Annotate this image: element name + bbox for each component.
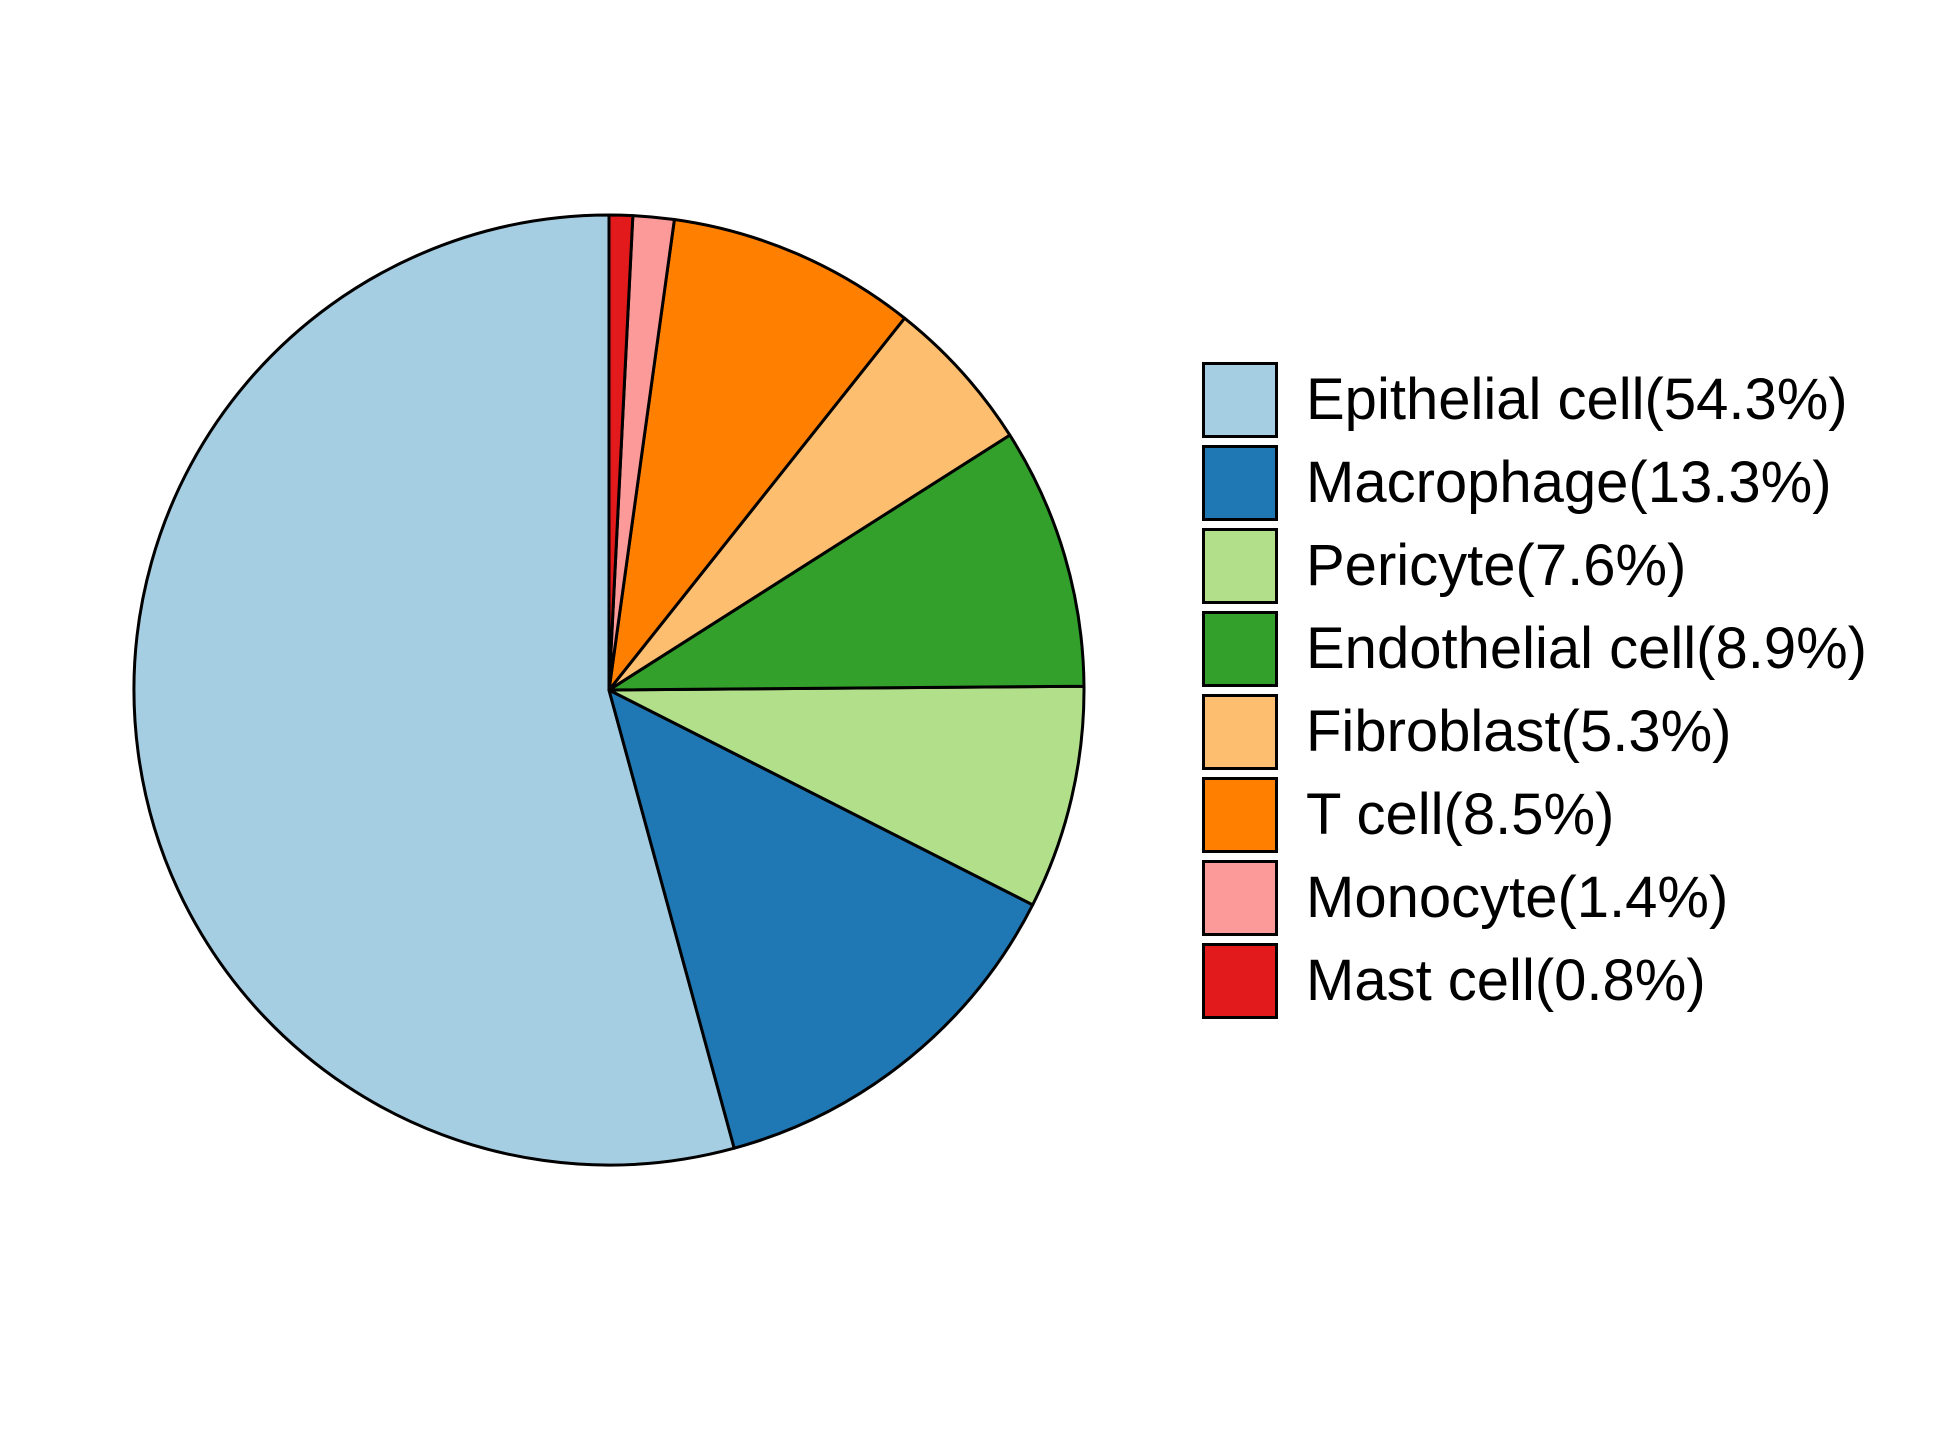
legend-item: Endothelial cell(8.9%): [1202, 607, 1867, 690]
legend: Epithelial cell(54.3%) Macrophage(13.3%) P…: [1202, 358, 1867, 1022]
legend-item: Macrophage(13.3%): [1202, 441, 1867, 524]
pie-slice: [132, 213, 736, 1167]
pie-slice: [607, 213, 635, 692]
pie-slice: [607, 688, 1035, 1150]
legend-label: Endothelial cell(8.9%): [1306, 615, 1867, 681]
legend-label: Pericyte(7.6%): [1306, 532, 1687, 598]
legend-label: Monocyte(1.4%): [1306, 864, 1729, 930]
legend-swatch: [1202, 444, 1278, 521]
legend-item: Pericyte(7.6%): [1202, 524, 1867, 607]
legend-swatch: [1202, 693, 1278, 770]
pie-slice: [607, 433, 1086, 692]
pie-slice: [607, 316, 1012, 692]
legend-item: Fibroblast(5.3%): [1202, 690, 1867, 773]
legend-item: Monocyte(1.4%): [1202, 856, 1867, 939]
legend-swatch: [1202, 527, 1278, 604]
legend-swatch: [1202, 859, 1278, 936]
legend-label: Macrophage(13.3%): [1306, 449, 1832, 515]
legend-swatch: [1202, 610, 1278, 687]
legend-item: Epithelial cell(54.3%): [1202, 358, 1867, 441]
legend-label: T cell(8.5%): [1306, 781, 1615, 847]
legend-item: T cell(8.5%): [1202, 773, 1867, 856]
legend-item: Mast cell(0.8%): [1202, 939, 1867, 1022]
legend-label: Mast cell(0.8%): [1306, 947, 1706, 1013]
legend-label: Epithelial cell(54.3%): [1306, 366, 1848, 432]
legend-swatch: [1202, 942, 1278, 1019]
pie-slice: [607, 218, 907, 692]
legend-swatch: [1202, 776, 1278, 853]
legend-swatch: [1202, 361, 1278, 438]
pie-slice: [607, 684, 1086, 907]
legend-label: Fibroblast(5.3%): [1306, 698, 1732, 764]
